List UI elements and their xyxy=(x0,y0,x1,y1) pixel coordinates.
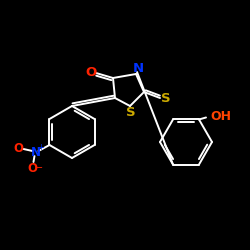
Text: −: − xyxy=(36,163,44,173)
Text: OH: OH xyxy=(210,110,232,123)
Text: O: O xyxy=(28,162,38,174)
Text: O: O xyxy=(14,142,24,154)
Text: S: S xyxy=(161,92,171,106)
Text: +: + xyxy=(37,142,44,152)
Text: N: N xyxy=(30,146,40,158)
Text: O: O xyxy=(86,66,96,78)
Text: S: S xyxy=(126,106,136,120)
Text: N: N xyxy=(132,62,143,74)
